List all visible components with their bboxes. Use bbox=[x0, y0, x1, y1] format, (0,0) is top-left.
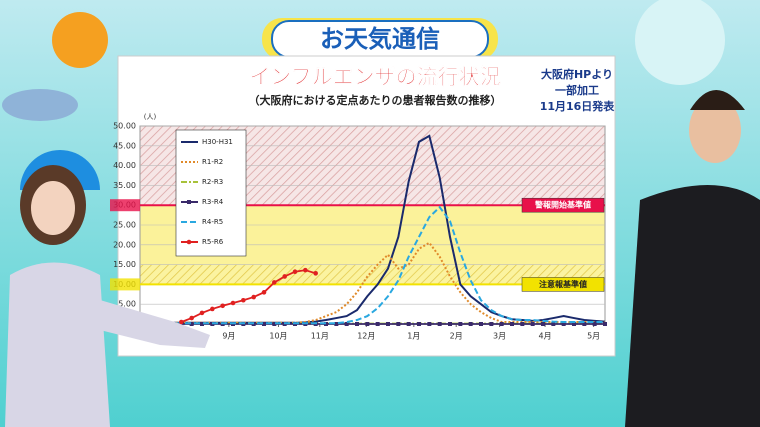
point bbox=[437, 322, 442, 326]
x-tick-label: 2月 bbox=[450, 332, 463, 341]
y-tick-label: 25.00 bbox=[113, 221, 136, 230]
legend-marker bbox=[186, 239, 192, 245]
y-tick-label: 20.00 bbox=[113, 240, 136, 249]
banner: お天気通信 bbox=[320, 25, 440, 53]
point bbox=[334, 322, 339, 326]
y-tick-label: 5.00 bbox=[118, 300, 136, 309]
person-face bbox=[31, 181, 75, 235]
x-tick-label: 3月 bbox=[493, 332, 506, 341]
threshold-tick-bg bbox=[110, 278, 140, 291]
series-line bbox=[140, 205, 605, 325]
threshold-label-bg bbox=[521, 197, 605, 213]
x-tick-label: 12月 bbox=[357, 332, 375, 341]
y-tick-label: 15.00 bbox=[113, 260, 136, 269]
point bbox=[241, 297, 246, 303]
point bbox=[510, 322, 514, 326]
point bbox=[272, 280, 277, 285]
person-face bbox=[689, 97, 741, 163]
chart-title: インフルエンザの流行状況 bbox=[249, 65, 500, 89]
caution-hatch bbox=[140, 264, 605, 285]
y-tick-label: 40.00 bbox=[113, 161, 136, 170]
legend-marker bbox=[187, 200, 191, 204]
point bbox=[489, 322, 494, 326]
point bbox=[592, 322, 597, 326]
point bbox=[417, 322, 421, 326]
point bbox=[551, 322, 556, 326]
point bbox=[261, 290, 267, 295]
point bbox=[179, 319, 184, 325]
point bbox=[220, 303, 225, 309]
point bbox=[282, 274, 287, 279]
source: 一部加工 bbox=[555, 83, 599, 97]
point bbox=[292, 269, 298, 275]
x-tick-label: 11月 bbox=[311, 332, 329, 341]
point bbox=[355, 322, 359, 326]
x-tick-label: 4月 bbox=[539, 332, 552, 341]
point bbox=[572, 322, 576, 326]
person-body bbox=[5, 262, 110, 427]
threshold-label: 警報開始基準値 bbox=[534, 200, 591, 210]
point bbox=[427, 322, 432, 326]
point bbox=[603, 322, 607, 326]
threshold-label: 注意報基準値 bbox=[539, 279, 587, 289]
point bbox=[582, 322, 587, 326]
point bbox=[499, 322, 504, 326]
source: 大阪府HPより bbox=[541, 67, 613, 81]
point bbox=[344, 322, 349, 326]
legend-box bbox=[175, 129, 247, 257]
x-tick-label: 1月 bbox=[407, 332, 420, 341]
point bbox=[365, 322, 370, 326]
point bbox=[199, 310, 205, 316]
cloud bbox=[2, 89, 78, 121]
point bbox=[189, 322, 194, 326]
point bbox=[210, 306, 215, 312]
point bbox=[200, 322, 204, 326]
chart-subtitle: （大阪府における定点あたりの患者報告数の推移） bbox=[249, 93, 502, 107]
y-tick-label: 50.00 bbox=[113, 122, 136, 131]
person-hair bbox=[690, 90, 745, 110]
point bbox=[561, 322, 566, 326]
point bbox=[406, 322, 411, 326]
person-body bbox=[625, 185, 760, 427]
point bbox=[396, 322, 401, 326]
point bbox=[375, 322, 380, 326]
point bbox=[530, 322, 535, 326]
point bbox=[262, 322, 266, 326]
sun bbox=[52, 12, 108, 68]
point bbox=[479, 322, 483, 326]
threshold-label-bg bbox=[521, 277, 605, 292]
legend-label: R3-R4 bbox=[202, 198, 224, 206]
deco bbox=[635, 0, 725, 85]
point bbox=[448, 322, 452, 326]
point bbox=[520, 322, 525, 326]
x-tick-label: 10月 bbox=[269, 332, 287, 341]
legend-label: H30-H31 bbox=[202, 138, 233, 146]
legend-label: R2-R3 bbox=[202, 178, 223, 186]
point bbox=[189, 315, 194, 321]
y-axis-label: (人) bbox=[144, 113, 157, 121]
source: 11月16日発表 bbox=[540, 99, 616, 113]
point bbox=[458, 322, 463, 326]
point bbox=[313, 271, 318, 276]
threshold-tick-bg bbox=[110, 199, 140, 212]
point bbox=[272, 322, 277, 326]
point bbox=[468, 322, 473, 326]
legend-label: R5-R6 bbox=[202, 238, 224, 246]
legend-label: R1-R2 bbox=[202, 158, 223, 166]
point bbox=[541, 322, 545, 326]
legend-label: R4-R5 bbox=[202, 218, 223, 226]
x-tick-label: 9月 bbox=[222, 332, 235, 341]
point bbox=[230, 300, 236, 306]
point bbox=[386, 322, 390, 326]
point bbox=[303, 267, 308, 273]
y-tick-label: 45.00 bbox=[113, 141, 136, 150]
person-arm bbox=[100, 300, 210, 348]
x-tick-label: 5月 bbox=[587, 332, 600, 341]
point bbox=[251, 294, 256, 300]
y-tick-label: 35.00 bbox=[113, 181, 136, 190]
